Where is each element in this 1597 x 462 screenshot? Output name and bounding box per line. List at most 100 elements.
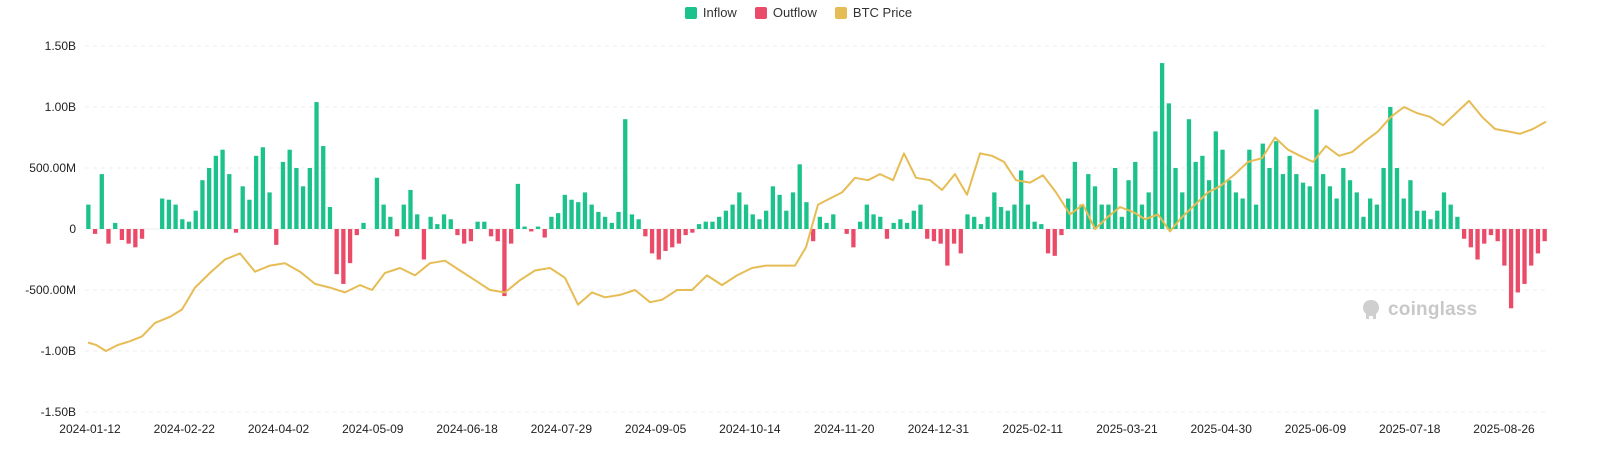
inflow-bar	[1146, 192, 1151, 229]
inflow-bar	[253, 155, 259, 229]
outflow-bar	[844, 229, 849, 234]
inflow-bar	[972, 216, 977, 229]
inflow-bar	[280, 161, 286, 229]
legend-item-outflow[interactable]: Outflow	[754, 5, 817, 20]
outflow-bar	[649, 229, 655, 254]
inflow-bar	[1119, 216, 1124, 229]
outflow-bar	[1502, 229, 1507, 266]
inflow-bar	[1112, 168, 1118, 229]
inflow-bar	[589, 204, 594, 229]
outflow-bar	[690, 229, 695, 233]
inflow-bar	[804, 202, 809, 229]
outflow-bar	[1475, 229, 1480, 260]
inflow-bar	[918, 204, 923, 229]
inflow-bar	[878, 216, 883, 229]
inflow-bar	[482, 221, 487, 229]
inflow-bar	[1274, 141, 1279, 229]
outflow-bar	[643, 229, 648, 237]
inflow-bar	[864, 204, 869, 229]
outflow-bar	[1468, 229, 1473, 248]
inflow-bar	[609, 222, 614, 229]
x-tick-label: 2025-04-30	[1191, 422, 1253, 436]
inflow-bar	[1280, 174, 1286, 229]
outflow-bar	[274, 229, 279, 245]
inflow-bar	[1247, 149, 1252, 229]
outflow-bar	[233, 229, 239, 233]
x-tick-label: 2024-06-18	[436, 422, 498, 436]
inflow-bar	[300, 186, 306, 229]
inflow-bar	[965, 214, 970, 229]
inflow-bar	[1032, 221, 1037, 229]
inflow-bar	[1354, 192, 1359, 229]
inflow-bar	[710, 221, 715, 229]
outflow-bar	[354, 229, 359, 236]
inflow-bar	[267, 192, 272, 229]
inflow-bar	[1206, 180, 1212, 229]
inflow-bar	[857, 221, 863, 229]
inflow-bar	[737, 192, 742, 229]
inflow-bar	[562, 194, 567, 229]
y-tick-label: -500.00M	[25, 283, 76, 297]
y-tick-label: -1.50B	[41, 405, 76, 419]
watermark-text: coinglass	[1388, 299, 1478, 320]
inflow-bar	[1233, 192, 1239, 229]
inflow-bar	[1186, 119, 1192, 229]
inflow-bar	[522, 226, 527, 229]
outflow-bar	[1508, 229, 1514, 309]
inflow-bar	[240, 186, 245, 229]
inflow-bar	[904, 222, 910, 229]
inflow-bar	[1086, 174, 1091, 229]
legend-label-inflow: Inflow	[702, 5, 737, 20]
inflow-bar	[113, 222, 118, 229]
x-tick-label: 2025-03-21	[1096, 422, 1158, 436]
outflow-bar	[1488, 229, 1494, 236]
inflow-bar	[307, 168, 312, 229]
outflow-bar	[92, 229, 98, 234]
inflow-bar	[475, 221, 480, 229]
inflow-bar	[1368, 198, 1373, 229]
outflow-bar	[958, 229, 963, 254]
inflow-bar	[448, 219, 453, 229]
inflow-bar	[401, 204, 406, 229]
outflow-bar	[1535, 229, 1541, 254]
inflow-bar	[173, 204, 178, 229]
inflow-bar	[1126, 180, 1131, 229]
coinglass-logo-icon	[1363, 300, 1379, 319]
outflow-bar	[931, 229, 937, 242]
outflow-bar	[676, 229, 682, 244]
legend-label-outflow: Outflow	[772, 5, 817, 20]
inflow-bar	[1408, 180, 1413, 229]
outflow-bar	[938, 229, 943, 244]
inflow-bar	[180, 219, 185, 229]
inflow-bar	[978, 224, 984, 229]
inflow-bar	[770, 186, 776, 229]
inflow-bar	[1012, 204, 1017, 229]
outflow-bar	[656, 229, 661, 260]
inflow-bar	[1200, 155, 1205, 229]
inflow-bar	[1441, 192, 1447, 229]
outflow-bar	[884, 229, 890, 239]
inflow-bar	[1321, 174, 1326, 229]
inflow-bar	[629, 214, 635, 229]
inflow-bar	[1227, 180, 1232, 229]
coinglass-watermark: coinglass	[1360, 298, 1477, 322]
inflow-bar	[388, 216, 393, 229]
x-tick-label: 2024-09-05	[625, 422, 687, 436]
inflow-bar	[160, 198, 165, 229]
legend-item-btc-price[interactable]: BTC Price	[834, 5, 913, 20]
legend-label-btc-price: BTC Price	[852, 5, 913, 20]
inflow-bar	[549, 216, 554, 229]
inflow-bar	[1455, 216, 1460, 229]
inflow-bar	[985, 216, 990, 229]
legend-item-inflow[interactable]: Inflow	[684, 5, 737, 20]
inflow-bar	[294, 168, 299, 229]
inflow-bar	[1401, 198, 1406, 229]
outflow-bar	[683, 229, 688, 236]
inflow-bar	[1381, 168, 1386, 229]
inflow-bar	[1314, 109, 1319, 229]
outflow-bar	[334, 229, 339, 275]
inflow-bar	[1019, 170, 1024, 229]
inflow-bar	[1428, 219, 1433, 229]
inflow-bar	[1159, 63, 1165, 229]
inflow-bar	[1435, 210, 1440, 229]
